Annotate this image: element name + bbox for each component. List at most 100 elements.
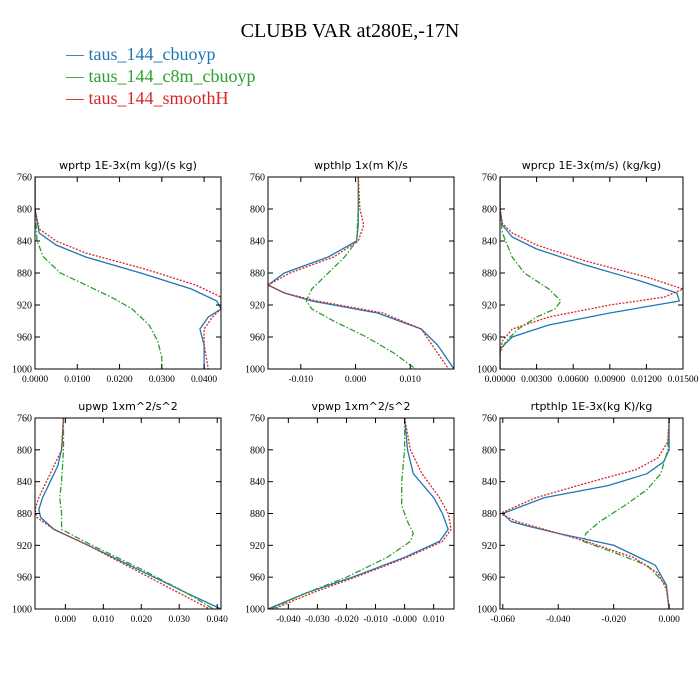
x-tick-label: 0.0300 [149, 375, 175, 385]
series-line-taus-144-smoothH [35, 177, 221, 369]
y-tick-label: 920 [250, 541, 265, 552]
panel-6: rtpthlp 1E-3x(kg K)/kg 760 800 840 880 920 960… [477, 400, 684, 625]
x-tick-label: 0.00600 [558, 375, 589, 385]
y-tick-label: 880 [482, 509, 497, 520]
panel-3: wprcp 1E-3x(m/s) (kg/kg) 760 800 840 880 920 9… [477, 159, 699, 385]
y-tick-label: 840 [17, 477, 32, 488]
series-line-taus-144-smoothH [500, 418, 670, 609]
series-line-taus-144-cbuoyp [268, 177, 454, 369]
y-tick-label: 760 [17, 414, 32, 425]
y-tick-label: 880 [17, 509, 32, 520]
y-tick-label: 920 [482, 541, 497, 552]
series-line-taus-144-cbuoyp [38, 418, 221, 609]
legend-line-icon: — [66, 44, 84, 64]
x-tick-label: 0.01200 [631, 375, 662, 385]
plot-frame [34, 176, 222, 370]
legend-label: taus_144_c8m_cbuoyp [88, 66, 256, 86]
panel-4: upwp 1xm^2/s^2 760 800 840 880 920 960 1000 0.00… [12, 400, 228, 625]
y-tick-label: 960 [17, 333, 32, 344]
x-tick-label: -0.040 [546, 615, 571, 625]
x-tick-label: 0.00300 [521, 375, 552, 385]
y-tick-label: 960 [17, 573, 32, 584]
y-tick-label: 840 [17, 237, 32, 248]
y-tick-label: 960 [250, 573, 265, 584]
legend-label: taus_144_cbuoyp [88, 44, 216, 64]
y-tick-label: 800 [17, 205, 32, 216]
legend-item-cbuoyp: — taus_144_cbuoyp [66, 44, 215, 65]
series-line-taus-144-cbuoyp [500, 177, 681, 369]
x-tick-label: 0.0200 [106, 375, 132, 385]
y-tick-label: 800 [250, 205, 265, 216]
x-tick-label: -0.060 [490, 615, 515, 625]
x-tick-label: -0.020 [334, 615, 359, 625]
x-tick-label: -0.000 [392, 615, 417, 625]
legend-item-c8m-cbuoyp: — taus_144_c8m_cbuoyp [66, 66, 255, 87]
y-tick-label: 920 [250, 301, 265, 312]
y-tick-label: 960 [250, 333, 265, 344]
x-tick-label: 0.000 [55, 615, 77, 625]
y-tick-label: 760 [482, 173, 497, 184]
panel-5: vpwp 1xm^2/s^2 760 800 840 880 920 960 1000 -0.0… [245, 400, 455, 625]
plot-frame [267, 417, 455, 610]
y-tick-label: 1000 [245, 365, 265, 376]
y-tick-label: 760 [482, 414, 497, 425]
y-tick-label: 1000 [477, 605, 497, 616]
y-tick-label: 920 [482, 301, 497, 312]
y-tick-label: 800 [250, 445, 265, 456]
series-line-taus-144-smoothH [500, 177, 683, 369]
x-tick-label: 0.000 [658, 615, 680, 625]
y-tick-label: 880 [482, 269, 497, 280]
x-tick-label: 0.00900 [594, 375, 625, 385]
x-tick-label: 0.0100 [64, 375, 90, 385]
y-tick-label: 800 [482, 445, 497, 456]
panel-title: upwp 1xm^2/s^2 [78, 400, 178, 413]
y-tick-label: 760 [250, 173, 265, 184]
y-tick-label: 880 [250, 269, 265, 280]
legend-label: taus_144_smoothH [88, 88, 229, 108]
y-tick-label: 960 [482, 333, 497, 344]
y-tick-label: 800 [482, 205, 497, 216]
x-tick-label: 0.010 [93, 615, 115, 625]
y-tick-label: 1000 [477, 365, 497, 376]
y-tick-label: 840 [482, 237, 497, 248]
panel-2: wpthlp 1x(m K)/s 760 800 840 880 920 960 1000 -0… [245, 159, 455, 385]
x-tick-label: -0.010 [363, 615, 388, 625]
x-tick-label: 0.00000 [485, 375, 516, 385]
plot-frame [267, 176, 455, 370]
y-tick-label: 960 [482, 573, 497, 584]
y-tick-label: 840 [482, 477, 497, 488]
y-tick-label: 1000 [12, 365, 32, 376]
x-tick-label: 0.010 [400, 375, 422, 385]
y-tick-label: 760 [17, 173, 32, 184]
x-tick-label: 0.000 [345, 375, 367, 385]
x-tick-label: 0.010 [423, 615, 445, 625]
y-tick-label: 920 [17, 541, 32, 552]
panel-title: wpthlp 1x(m K)/s [314, 159, 408, 172]
panel-title: wprtp 1E-3x(m kg)/(s kg) [59, 159, 197, 172]
y-tick-label: 840 [250, 237, 265, 248]
x-tick-label: 0.0400 [191, 375, 217, 385]
panel-title: rtpthlp 1E-3x(kg K)/kg [531, 400, 653, 413]
y-tick-label: 1000 [12, 605, 32, 616]
series-line-taus-144-smoothH [268, 177, 450, 369]
legend-line-icon: — [66, 88, 84, 108]
series-line-taus-144-c8m-cbuoyp [59, 418, 214, 609]
y-tick-label: 880 [17, 269, 32, 280]
x-tick-label: -0.020 [601, 615, 626, 625]
series-line-taus-144-smoothH [35, 418, 210, 609]
series-line-taus-144-cbuoyp [35, 177, 221, 369]
legend-item-smoothh: — taus_144_smoothH [66, 88, 229, 109]
x-tick-label: 0.020 [131, 615, 153, 625]
series-line-taus-144-c8m-cbuoyp [305, 177, 417, 369]
series-line-taus-144-smoothH [273, 418, 452, 609]
series-line-taus-144-c8m-cbuoyp [35, 177, 163, 369]
x-tick-label: -0.030 [305, 615, 330, 625]
series-line-taus-144-c8m-cbuoyp [270, 418, 415, 609]
y-tick-label: 920 [17, 301, 32, 312]
figure-title: CLUBB VAR at280E,-17N [240, 20, 460, 42]
x-tick-label: 0.01500 [668, 375, 699, 385]
panel-title: wprcp 1E-3x(m/s) (kg/kg) [522, 159, 661, 172]
x-tick-label: 0.0000 [22, 375, 48, 385]
x-tick-label: 0.040 [207, 615, 229, 625]
